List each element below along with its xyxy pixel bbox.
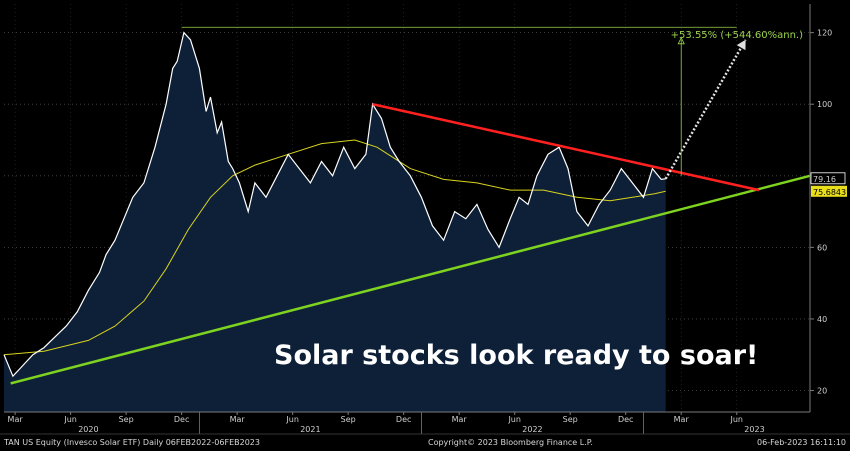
- gain-marker: [181, 26, 737, 176]
- x-tick-label: Sep: [563, 415, 578, 424]
- last-price-tag: [810, 172, 846, 185]
- projection-arrowhead: [736, 39, 746, 51]
- gain-arrowhead: [677, 36, 685, 45]
- x-axis-ticks: Mar Jun Sep Dec Mar Jun Sep Dec Mar Jun Sep Dec Mar J…: [8, 412, 765, 434]
- moving-average-label: 75.6843: [813, 188, 846, 197]
- x-tick-label: Mar: [8, 415, 24, 424]
- x-year-label: 2022: [522, 425, 542, 434]
- moving-average-line: [3, 139, 666, 356]
- last-price-label: 79.16: [813, 175, 836, 184]
- price-line: [3, 31, 666, 378]
- x-year-label: 2023: [744, 425, 764, 434]
- x-tick-label: Sep: [119, 415, 134, 424]
- y-tick-label: 40: [817, 315, 827, 324]
- y-tick-label: 100: [817, 100, 832, 109]
- y-tick-label: 60: [817, 243, 827, 252]
- footer-copyright: Copyright© 2023 Bloomberg Finance L.P.: [428, 438, 593, 447]
- y-axis-panel: [810, 0, 850, 412]
- x-tick-label: Jun: [507, 415, 521, 424]
- footer-ticker: TAN US Equity (Invesco Solar ETF) Daily …: [3, 438, 260, 447]
- x-tick-label: Jun: [285, 415, 299, 424]
- headline: Solar stocks look ready to soar!: [274, 340, 758, 371]
- x-tick-label: Dec: [396, 415, 411, 424]
- resistance-trendline: [372, 102, 760, 192]
- projection-arrow: [664, 39, 747, 180]
- y-tick-label: 120: [817, 29, 832, 38]
- x-year-label: 2021: [300, 425, 320, 434]
- x-tick-label: Jun: [63, 415, 77, 424]
- gain-label: +53.55% (+544.60%ann.): [671, 30, 803, 41]
- moving-average-tag: [811, 185, 847, 197]
- x-tick-label: Sep: [341, 415, 356, 424]
- y-tick-label: 20: [817, 387, 827, 396]
- price-area-fill: [4, 32, 666, 412]
- x-tick-label: Dec: [174, 415, 189, 424]
- x-tick-label: Mar: [674, 415, 690, 424]
- x-tick-label: Mar: [230, 415, 246, 424]
- x-tick-label: Mar: [452, 415, 468, 424]
- x-tick-label: Dec: [618, 415, 633, 424]
- support-trendline: [10, 174, 811, 385]
- x-tick-label: Jun: [729, 415, 743, 424]
- x-year-label: 2020: [78, 425, 98, 434]
- footer-timestamp: 06-Feb-2023 16:11:10: [757, 438, 846, 447]
